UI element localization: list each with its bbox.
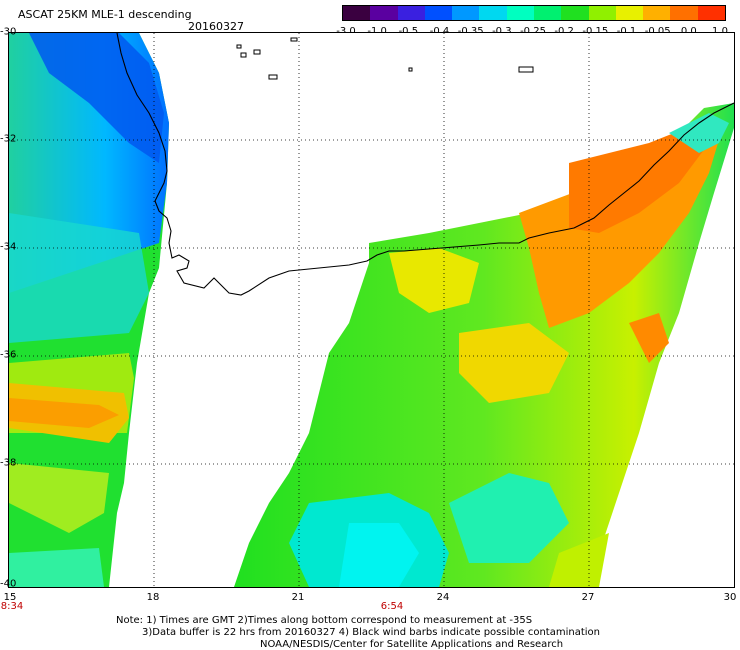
color-scale-tick-label: -0.35 [458,26,484,37]
map-date: 20160327 [188,20,244,33]
color-scale-swatch [424,6,453,20]
color-scale-swatch [670,6,699,20]
color-scale-tick-label: -0.3 [492,26,512,37]
color-scale-bar [342,5,726,21]
map-panel [8,32,735,588]
footnote-line: NOAA/NESDIS/Center for Satellite Applica… [260,639,564,650]
color-scale-tick-label: -1.0 [367,26,387,37]
lon-label: 30 [723,592,737,603]
lat-label: -32 [0,133,17,145]
wind-speed-field [9,33,734,587]
graticule [9,33,734,587]
color-scale-tick-label: 0.0 [681,26,697,37]
swath-time: 8:34 [0,601,24,612]
color-scale-tick-label: -0.15 [582,26,608,37]
color-scale-swatch [561,6,590,20]
lon-label: 18 [146,592,160,603]
lat-label: -40 [0,578,17,590]
footnote-line: Note: 1) Times are GMT 2)Times along bot… [116,615,533,626]
color-scale-swatch [588,6,617,20]
west-swath [9,33,169,587]
color-scale-swatch [343,6,371,20]
color-scale-swatch [534,6,562,20]
map-title: ASCAT 25KM MLE-1 descending [18,8,192,21]
color-scale-swatch [370,6,399,20]
lon-label: 15 [3,592,17,603]
color-scale-swatch [697,6,726,20]
footnote-line: 3)Data buffer is 22 hrs from 20160327 4)… [142,627,600,638]
color-scale-swatch [643,6,671,20]
color-scale-tick-label: -0.5 [399,26,419,37]
lat-label: -36 [0,349,17,361]
islands [236,37,534,80]
lat-label: -30 [0,26,17,38]
color-scale-swatch [452,6,480,20]
lat-label: -34 [0,241,17,253]
color-scale-swatch [506,6,535,20]
color-scale-tick-label: -0.05 [645,26,671,37]
coastline [116,33,734,296]
color-scale-tick-label: -0.1 [617,26,637,37]
lon-label: 21 [291,592,305,603]
swath-time: 6:54 [380,601,404,612]
color-scale-tick-label: 1.0 [712,26,728,37]
color-scale-tick-label: -0.4 [430,26,450,37]
east-swath [234,103,734,587]
color-scale-tick-label: -0.25 [520,26,546,37]
color-scale-swatch [479,6,508,20]
color-scale-swatch [615,6,644,20]
lat-label: -38 [0,457,17,469]
color-scale-tick-label: -0.2 [554,26,574,37]
lon-label: 27 [581,592,595,603]
color-scale-tick-label: -3.0 [336,26,356,37]
color-scale-swatch [397,6,426,20]
lon-label: 24 [436,592,450,603]
